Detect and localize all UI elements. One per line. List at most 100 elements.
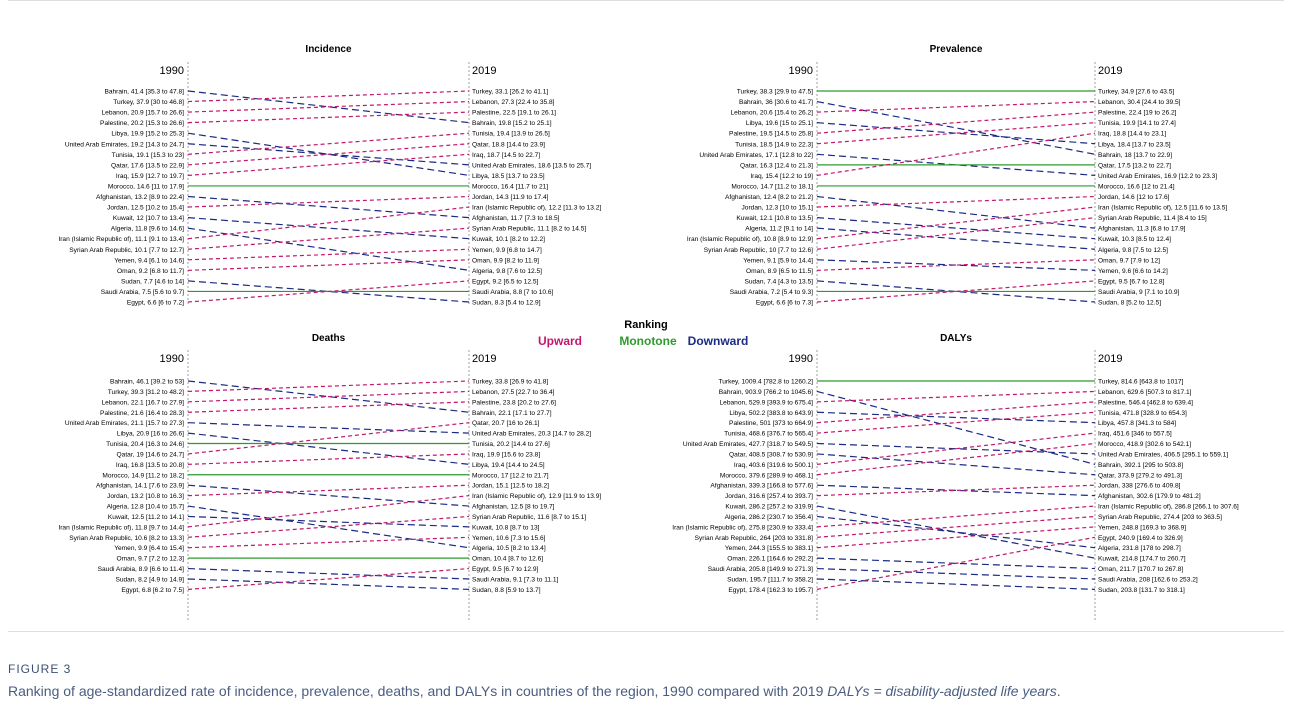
dalys-label-2019-oman: Oman, 211.7 [170.7 to 267.8] [1098,566,1183,573]
incidence-year-right: 2019 [472,65,496,77]
dalys-label-2019-tunisia: Tunisia, 471.8 [328.9 to 654.3] [1098,410,1187,417]
dalys-slope-yemen [816,526,1096,549]
incidence-label-2019-egypt: Egypt, 9.2 [6.5 to 12.5] [472,278,539,285]
deaths-label-1990-qatar: Qatar, 19 [14.6 to 24.7] [117,451,185,458]
legend-upward: Upward [538,334,582,348]
incidence-label-2019-kuwait: Kuwait, 10.1 [8.2 to 12.2] [472,236,545,243]
incidence-slope-kuwait [187,217,470,240]
deaths-label-2019-palestine: Palestine, 23.8 [20.2 to 27.6] [472,399,556,406]
prevalence-label-2019-libya: Libya, 18.4 [13.7 to 23.5] [1098,141,1171,148]
prevalence-label-2019-iran-islamic-republic-of: Iran (Islamic Republic of), 12.5 [11.6 t… [1098,205,1227,212]
deaths-slope-turkey [187,380,470,393]
dalys-label-1990-bahrain: Bahrain, 903.9 [766.2 to 1045.6] [719,389,813,396]
deaths-label-2019-jordan: Jordan, 15.1 [12.5 to 18.2] [472,483,549,490]
deaths-label-1990-united-arab-emirates: United Arab Emirates, 21.1 [15.7 to 27.3… [65,420,184,427]
caption-period: . [1056,683,1061,699]
deaths-slope-qatar [187,422,470,455]
dalys-label-1990-yemen: Yemen, 244.3 [155.5 to 383.1] [725,545,813,552]
incidence-label-2019-sudan: Sudan, 8.3 [5.4 to 12.9] [472,300,541,307]
dalys-label-2019-algeria: Algeria, 231.8 [178 to 298.7] [1098,545,1181,552]
incidence-slope-yemen [187,248,470,261]
incidence-slope-sudan [187,280,470,303]
deaths-label-2019-saudi-arabia: Saudi Arabia, 9.1 [7.3 to 11.1] [472,576,559,583]
deaths-title: Deaths [312,333,346,344]
incidence-slope-egypt [187,280,470,303]
prevalence-slope-lebanon [816,100,1096,113]
prevalence-label-1990-saudi-arabia: Saudi Arabia, 7.2 [5.4 to 9.3] [730,289,813,296]
dalys-label-2019-jordan: Jordan, 338 [276.6 to 409.8] [1098,483,1181,490]
dalys-label-2019-kuwait: Kuwait, 214.8 [174.7 to 260.7] [1098,556,1186,563]
incidence-label-1990-jordan: Jordan, 12.5 [10.2 to 15.4] [107,205,184,212]
deaths-slope-iraq [187,453,470,465]
deaths-label-2019-iran-islamic-republic-of: Iran (Islamic Republic of), 12.9 [11.9 t… [472,493,601,500]
dalys-label-2019-united-arab-emirates: United Arab Emirates, 406.5 [295.1 to 55… [1098,451,1228,458]
deaths-label-1990-syrian-arab-republic: Syrian Arab Republic, 10.6 [8.2 to 13.3] [69,535,184,542]
incidence-label-1990-syrian-arab-republic: Syrian Arab Republic, 10.1 [7.7 to 12.7] [69,247,184,254]
prevalence-label-1990-afghanistan: Afghanistan, 12.4 [8.2 to 21.2] [725,194,813,201]
incidence-label-1990-libya: Libya, 19.9 [15.2 to 25.3] [111,131,184,138]
deaths-label-2019-lebanon: Lebanon, 27.5 [22.7 to 36.4] [472,389,555,396]
prevalence-label-2019-syrian-arab-republic: Syrian Arab Republic, 11.4 [8.4 to 15] [1098,215,1207,222]
deaths-label-1990-oman: Oman, 9.7 [7.2 to 12.3] [117,556,185,563]
dalys-slope-oman [816,557,1096,570]
prevalence-label-1990-palestine: Palestine, 19.5 [14.5 to 25.8] [729,131,813,138]
prevalence-label-1990-syrian-arab-republic: Syrian Arab Republic, 10 [7.7 to 12.6] [704,247,813,254]
deaths-label-1990-libya: Libya, 20.9 [16 to 26.6] [117,431,184,438]
dalys-label-2019-iran-islamic-republic-of: Iran (Islamic Republic of), 286.8 [266.1… [1098,504,1239,511]
prevalence-label-1990-bahrain: Bahrain, 36 [30.6 to 41.7] [739,99,813,106]
dalys-label-1990-qatar: Qatar, 408.5 [308.7 to 530.9] [729,451,813,458]
incidence-slope-afghanistan [187,195,470,219]
dalys-title: DALYs [940,333,972,344]
dalys-label-2019-iraq: Iraq, 451.6 [346 to 557.5] [1098,431,1172,438]
deaths-slope-afghanistan [187,484,470,507]
dalys-label-1990-lebanon: Lebanon, 529.9 [393.9 to 675.4] [720,399,814,406]
deaths-slope-palestine [187,401,470,413]
incidence-label-2019-bahrain: Bahrain, 19.8 [15.2 to 25.1] [472,120,552,127]
deaths-slope-syrian-arab-republic [187,515,470,538]
deaths-slope-egypt [187,567,470,590]
prevalence-label-2019-oman: Oman, 9.7 [7.9 to 12] [1098,257,1160,264]
incidence-slope-bahrain [187,90,470,124]
deaths-label-1990-turkey: Turkey, 39.3 [31.2 to 48.2] [108,389,184,396]
incidence-slope-iraq [187,153,470,176]
incidence-label-1990-yemen: Yemen, 9.4 [6.1 to 14.6] [114,257,184,264]
dalys-label-1990-united-arab-emirates: United Arab Emirates, 427.7 [318.7 to 54… [683,441,813,448]
incidence-slope-algeria [187,227,470,271]
deaths-label-1990-sudan: Sudan, 8.2 [4.9 to 14.9] [115,576,184,583]
incidence-label-2019-yemen: Yemen, 9.9 [6.8 to 14.7] [472,247,542,254]
dalys-label-1990-turkey: Turkey, 1009.4 [782.8 to 1260.2] [718,379,813,386]
deaths-label-1990-kuwait: Kuwait, 12.5 [11.2 to 14.1] [108,514,184,521]
prevalence-slope-palestine [816,111,1096,134]
incidence-label-1990-lebanon: Lebanon, 20.9 [15.7 to 26.6] [102,110,185,117]
dalys-slope-jordan [816,484,1096,497]
incidence-label-1990-iran-islamic-republic-of: Iran (Islamic Republic of), 11.1 [9.1 to… [58,236,184,243]
dalys-slope-iran-islamic-republic-of [816,505,1096,528]
prevalence-slope-libya [816,122,1096,145]
deaths-label-1990-iraq: Iraq, 16.8 [13.5 to 20.8] [116,462,184,469]
prevalence-slope-united-arab-emirates [816,153,1096,176]
incidence-label-1990-saudi-arabia: Saudi Arabia, 7.5 [5.6 to 9.7] [101,289,184,296]
deaths-slope-bahrain [187,380,470,413]
prevalence-slope-bahrain [816,100,1096,155]
caption-divider [8,631,1284,632]
legend-downward: Downward [688,334,749,348]
deaths-label-2019-kuwait: Kuwait, 10.8 [8.7 to 13] [472,524,540,531]
deaths-label-2019-yemen: Yemen, 10.6 [7.3 to 15.6] [472,535,546,542]
deaths-label-2019-oman: Oman, 10.4 [8.7 to 12.6] [472,556,543,563]
ranking-slope-charts: Incidence 1990 2019 Bahrain, 41.4 [35.3 to … [58,44,1239,622]
prevalence-label-2019-algeria: Algeria, 9.8 [7.5 to 12.5] [1098,247,1168,254]
prevalence-slope-iran-islamic-republic-of [816,206,1096,240]
figure-label: FIGURE 3 [8,662,72,676]
figure-caption: FIGURE 3 Ranking of age-standardized rat… [8,662,1278,701]
prevalence-label-1990-lebanon: Lebanon, 20.6 [15.4 to 26.2] [731,110,814,117]
prevalence-label-2019-morocco: Morocco, 16.6 [12 to 21.4] [1098,183,1175,190]
incidence-label-1990-bahrain: Bahrain, 41.4 [35.3 to 47.8] [104,89,184,96]
dalys-label-1990-oman: Oman, 226.1 [164.6 to 292.2] [727,556,813,563]
incidence-label-1990-algeria: Algeria, 11.8 [9.6 to 14.6] [111,226,184,233]
dalys-slope-saudi-arabia [816,567,1096,580]
dalys-label-1990-kuwait: Kuwait, 286.2 [257.2 to 319.9] [725,504,813,511]
deaths-slope-saudi-arabia [187,567,470,580]
prevalence-slope-egypt [816,280,1096,303]
prevalence-label-2019-kuwait: Kuwait, 10.3 [8.5 to 12.4] [1098,236,1171,243]
